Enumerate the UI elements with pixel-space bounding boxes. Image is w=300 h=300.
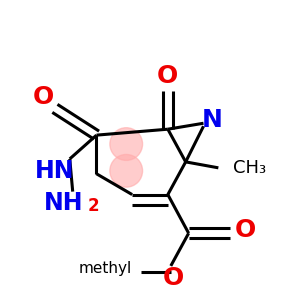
Text: CH₃: CH₃	[233, 159, 266, 177]
Text: O: O	[32, 85, 54, 109]
Text: methyl: methyl	[79, 261, 132, 276]
Text: 2: 2	[88, 197, 99, 215]
Text: O: O	[157, 64, 178, 88]
Text: O: O	[163, 266, 184, 290]
Circle shape	[110, 154, 142, 187]
Text: O: O	[235, 218, 256, 242]
Circle shape	[110, 128, 142, 160]
Text: HN: HN	[35, 159, 75, 183]
Text: NH: NH	[44, 191, 84, 215]
Text: N: N	[202, 108, 223, 132]
